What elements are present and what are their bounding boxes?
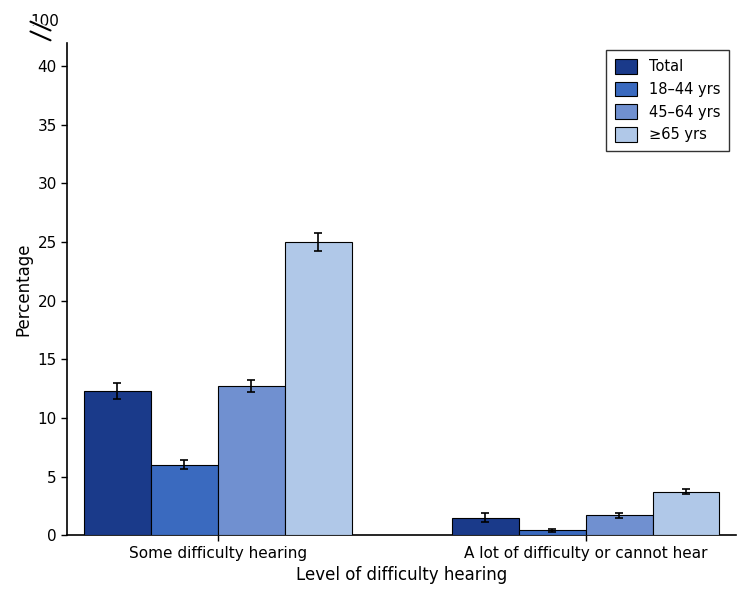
Y-axis label: Percentage: Percentage (14, 242, 32, 335)
Legend: Total, 18–44 yrs, 45–64 yrs, ≥65 yrs: Total, 18–44 yrs, 45–64 yrs, ≥65 yrs (606, 50, 729, 151)
Bar (519, 530, 586, 535)
Bar (586, 515, 652, 535)
Bar (151, 465, 217, 535)
Bar (452, 517, 519, 535)
Bar (652, 492, 719, 535)
Bar (84, 391, 151, 535)
Bar (284, 242, 352, 535)
X-axis label: Level of difficulty hearing: Level of difficulty hearing (296, 566, 507, 584)
Bar (217, 386, 284, 535)
Text: 100: 100 (30, 14, 59, 29)
